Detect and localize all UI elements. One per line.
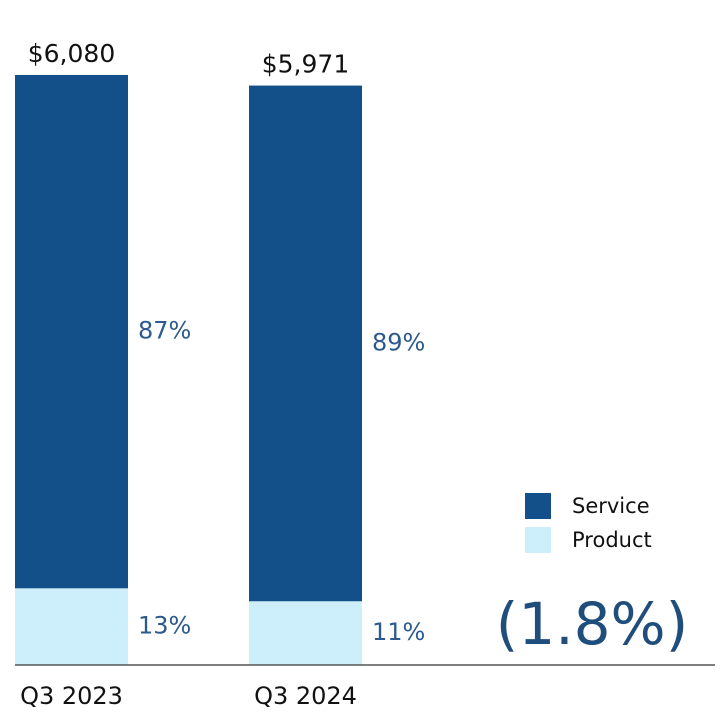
legend-swatch: [525, 527, 551, 553]
bar-segment: [15, 588, 128, 665]
total-label: $5,971: [262, 50, 349, 79]
legend-label: Product: [572, 528, 652, 552]
bar-segment: [249, 601, 362, 665]
legend-label: Service: [572, 494, 650, 518]
bar-segment: [15, 75, 128, 589]
x-tick-label: Q3 2023: [20, 682, 123, 710]
x-tick-label: Q3 2024: [254, 682, 357, 710]
segment-label: 13%: [138, 612, 191, 640]
bar-segment: [249, 85, 362, 602]
change-annotation: (1.8%): [496, 590, 689, 658]
segment-label: 89%: [372, 328, 425, 356]
segment-label: 11%: [372, 618, 425, 646]
segment-label: 87%: [138, 317, 191, 345]
legend-swatch: [525, 493, 551, 519]
total-label: $6,080: [28, 39, 115, 68]
